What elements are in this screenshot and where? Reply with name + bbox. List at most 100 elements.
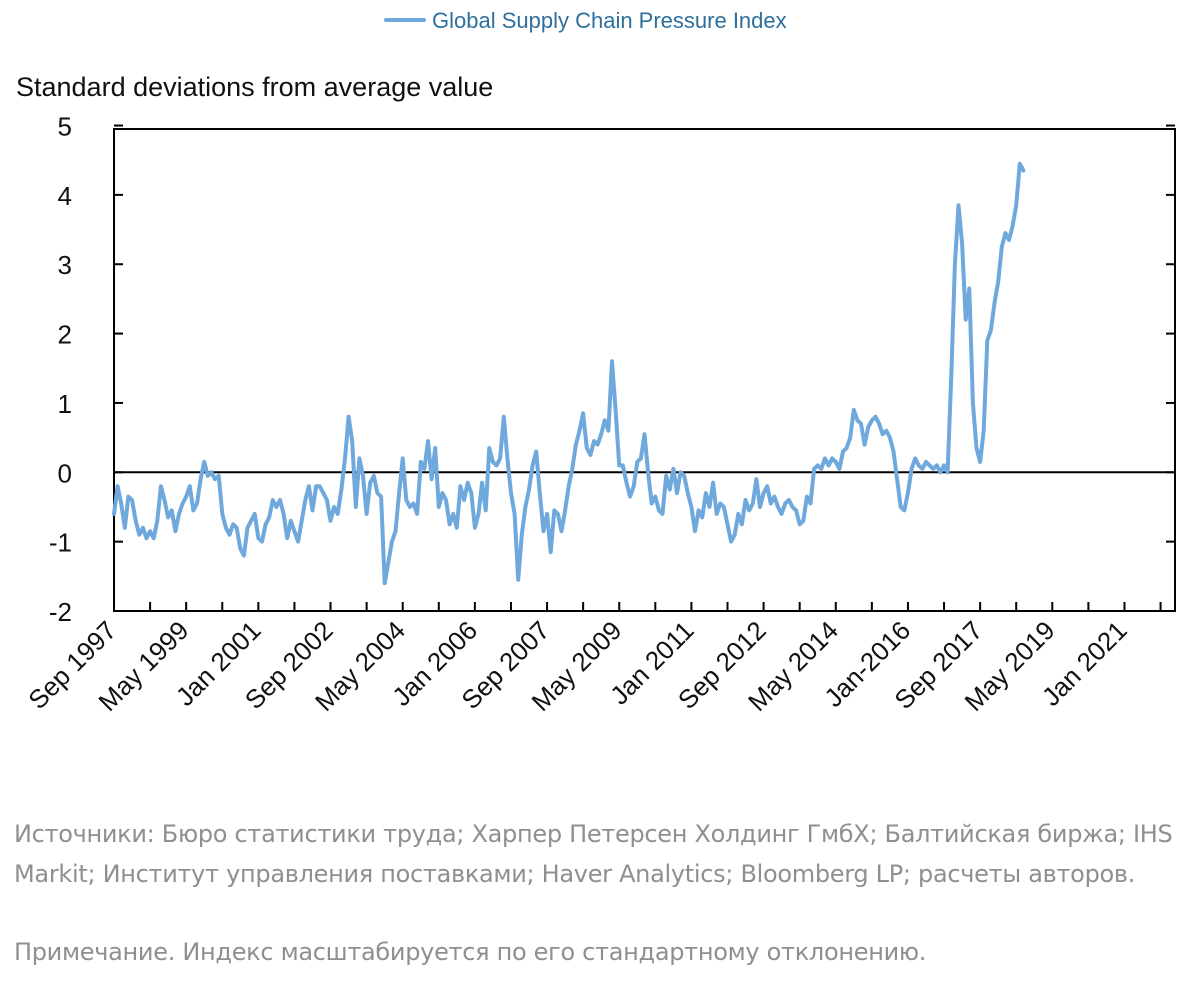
data-point xyxy=(935,463,939,467)
data-point xyxy=(592,439,596,443)
data-point xyxy=(621,463,625,467)
data-point xyxy=(1007,238,1011,242)
data-point xyxy=(913,456,917,460)
data-point xyxy=(538,491,542,495)
data-point xyxy=(383,581,387,585)
data-point xyxy=(469,491,473,495)
data-point xyxy=(292,529,296,533)
data-point xyxy=(422,467,426,471)
data-point xyxy=(148,529,152,533)
data-point xyxy=(978,460,982,464)
data-point xyxy=(264,522,268,526)
data-point xyxy=(1011,224,1015,228)
y-tick-label: 4 xyxy=(58,181,72,211)
data-point xyxy=(455,526,459,530)
data-point xyxy=(227,533,232,537)
data-point xyxy=(155,519,159,523)
data-point xyxy=(339,488,343,492)
data-point xyxy=(996,280,1000,284)
data-point xyxy=(639,456,643,460)
data-point xyxy=(303,498,307,502)
data-point xyxy=(126,495,130,499)
data-point xyxy=(419,460,423,464)
data-point xyxy=(249,519,253,523)
data-point xyxy=(884,429,888,433)
data-point xyxy=(498,456,502,460)
data-point xyxy=(523,505,528,509)
data-point xyxy=(570,467,574,471)
data-point xyxy=(134,519,138,523)
data-point xyxy=(296,540,300,544)
data-point xyxy=(440,491,444,495)
data-point xyxy=(657,508,661,512)
data-point xyxy=(823,456,827,460)
data-point xyxy=(577,429,582,433)
data-point xyxy=(199,477,203,481)
data-point xyxy=(845,446,849,450)
data-point xyxy=(390,540,394,544)
data-point xyxy=(426,439,430,443)
data-point xyxy=(816,463,820,467)
data-point xyxy=(282,512,286,516)
data-point xyxy=(513,512,517,516)
data-point xyxy=(974,446,979,450)
data-point xyxy=(689,505,694,509)
data-point xyxy=(325,498,329,502)
data-point xyxy=(859,422,863,426)
data-point xyxy=(668,488,672,492)
data-point xyxy=(776,505,780,509)
data-point xyxy=(964,318,968,322)
data-point xyxy=(278,498,282,502)
y-axis-label: Standard deviations from average value xyxy=(16,72,493,102)
data-point xyxy=(141,526,145,530)
data-point xyxy=(938,470,943,474)
data-point xyxy=(231,522,235,526)
data-point xyxy=(574,443,578,447)
data-point xyxy=(336,512,340,516)
data-point xyxy=(899,505,903,509)
data-point xyxy=(433,446,437,450)
data-point xyxy=(502,415,506,419)
data-point xyxy=(906,491,910,495)
data-point xyxy=(213,477,217,481)
data-point xyxy=(1018,162,1022,166)
data-point xyxy=(484,508,488,512)
data-points xyxy=(112,162,1025,585)
data-point xyxy=(1003,231,1008,235)
data-point xyxy=(260,540,264,544)
data-point xyxy=(588,453,593,457)
data-point xyxy=(112,512,116,516)
data-point xyxy=(343,456,347,460)
data-point xyxy=(751,501,755,506)
data-point xyxy=(1014,203,1018,207)
data-point xyxy=(173,529,177,533)
data-point xyxy=(596,443,600,447)
data-point xyxy=(743,498,748,502)
data-point xyxy=(848,436,852,440)
data-point xyxy=(162,498,167,502)
data-point xyxy=(982,429,986,433)
data-point xyxy=(480,481,484,485)
data-point xyxy=(700,515,704,520)
data-point xyxy=(769,501,773,506)
data-point xyxy=(740,522,744,526)
data-point xyxy=(437,505,441,509)
data-point xyxy=(166,515,170,520)
data-point xyxy=(184,495,188,499)
data-point xyxy=(314,484,318,488)
data-point xyxy=(473,526,477,530)
data-point xyxy=(350,439,354,443)
data-point xyxy=(765,484,769,488)
data-point xyxy=(891,449,896,454)
data-point xyxy=(191,508,195,512)
data-point xyxy=(170,508,174,512)
data-point xyxy=(653,495,657,499)
data-point xyxy=(877,422,881,426)
data-point xyxy=(267,515,271,520)
data-point xyxy=(307,484,311,488)
data-point xyxy=(300,519,304,523)
data-point xyxy=(354,505,358,509)
data-point xyxy=(632,484,636,488)
data-point xyxy=(790,505,795,509)
data-point xyxy=(772,495,777,499)
